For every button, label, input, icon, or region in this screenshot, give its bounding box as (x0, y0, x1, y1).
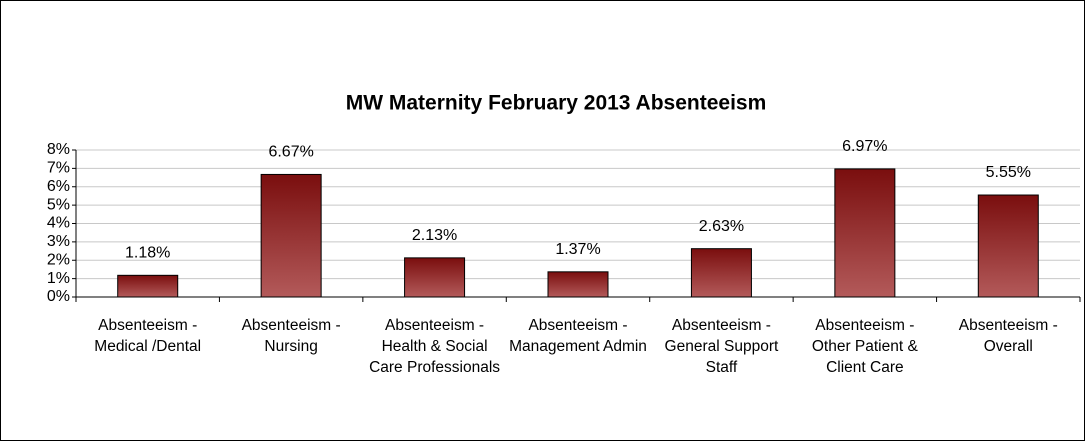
bar (260, 173, 322, 298)
data-label: 2.63% (699, 218, 744, 235)
bar (690, 248, 752, 298)
x-tick-label: Absenteeism - Medical /Dental (94, 317, 202, 355)
bar (547, 271, 609, 298)
y-tick-label: 8% (47, 141, 70, 158)
data-label: 2.13% (412, 227, 457, 244)
x-tick-label: Absenteeism - Health & Social Care Profe… (369, 317, 501, 376)
data-label: 6.97% (842, 138, 887, 155)
x-tick-label: Absenteeism - Other Patient & Client Car… (811, 317, 918, 376)
data-label: 1.18% (125, 245, 170, 262)
chart-title: MW Maternity February 2013 Absenteeism (346, 92, 767, 115)
y-tick-label: 5% (47, 196, 70, 213)
y-tick-label: 6% (47, 178, 70, 195)
bar (404, 257, 466, 298)
bar (117, 274, 179, 298)
x-tick-label: Absenteeism - Management Admin (509, 317, 647, 355)
y-tick-label: 2% (47, 251, 70, 268)
y-tick-label: 7% (47, 160, 70, 177)
x-tick-label: Absenteeism - Overall (958, 317, 1058, 355)
data-label: 1.37% (555, 241, 600, 258)
data-label: 5.55% (986, 164, 1031, 181)
bar (834, 168, 896, 298)
y-tick-label: 4% (47, 215, 70, 232)
bar (977, 194, 1039, 298)
y-tick-label: 0% (47, 288, 70, 305)
x-tick-label: Absenteeism - General Support Staff (664, 317, 779, 376)
x-tick-label: Absenteeism - Nursing (241, 317, 341, 355)
y-tick-label: 1% (47, 270, 70, 287)
y-tick-label: 3% (47, 233, 70, 250)
data-label: 6.67% (268, 144, 313, 161)
